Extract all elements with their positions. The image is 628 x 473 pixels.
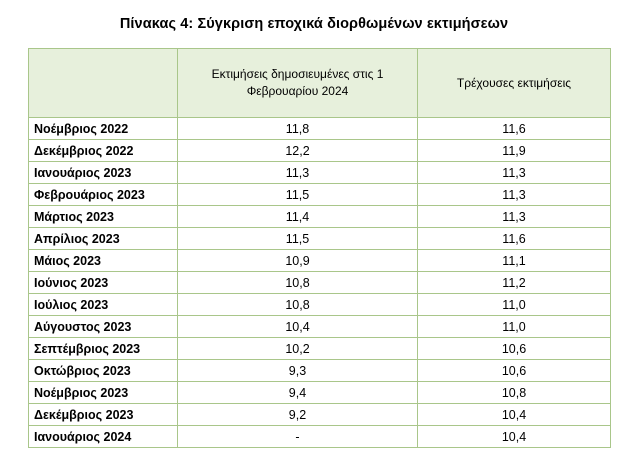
current-value-cell: 10,8 [417, 381, 611, 404]
table-row: Δεκέμβριος 2023 9,2 10,4 [28, 403, 611, 426]
current-value-cell: 11,2 [417, 271, 611, 294]
table-row: Σεπτέμβριος 2023 10,2 10,6 [28, 337, 611, 360]
month-cell: Φεβρουάριος 2023 [28, 183, 178, 206]
current-value-cell: 11,6 [417, 227, 611, 250]
month-cell: Δεκέμβριος 2023 [28, 403, 178, 426]
published-value-cell: 11,3 [177, 161, 418, 184]
month-cell: Οκτώβριος 2023 [28, 359, 178, 382]
month-cell: Μάρτιος 2023 [28, 205, 178, 228]
current-value-cell: 11,0 [417, 293, 611, 316]
table-title: Πίνακας 4: Σύγκριση εποχικά διορθωμένων … [119, 16, 509, 32]
published-value-cell: 10,9 [177, 249, 418, 272]
month-cell: Σεπτέμβριος 2023 [28, 337, 178, 360]
published-value-cell: 9,3 [177, 359, 418, 382]
current-value-cell: 11,6 [417, 117, 611, 140]
published-value-cell: 12,2 [177, 139, 418, 162]
published-value-cell: 9,4 [177, 381, 418, 404]
current-value-cell: 11,1 [417, 249, 611, 272]
table-row: Οκτώβριος 2023 9,3 10,6 [28, 359, 611, 382]
published-value-cell: 11,4 [177, 205, 418, 228]
published-value-cell: 11,5 [177, 227, 418, 250]
current-value-cell: 10,4 [417, 425, 611, 448]
table-row: Ιανουάριος 2024-10,4 [28, 425, 611, 448]
current-value-cell: 11,3 [417, 161, 611, 184]
month-cell: Ιούνιος 2023 [28, 271, 178, 294]
current-value-cell: 11,3 [417, 183, 611, 206]
published-value-cell: 11,8 [177, 117, 418, 140]
published-value-cell: 11,5 [177, 183, 418, 206]
published-value-cell: - [177, 425, 418, 448]
current-value-cell: 11,3 [417, 205, 611, 228]
table-row: Ιούνιος 2023 10,8 11,2 [28, 271, 611, 294]
table-row: Νοέμβριος 2022 11,8 11,6 [28, 117, 611, 140]
month-cell: Δεκέμβριος 2022 [28, 139, 178, 162]
month-cell: Μάιος 2023 [28, 249, 178, 272]
published-value-cell: 9,2 [177, 403, 418, 426]
current-value-cell: 10,4 [417, 403, 611, 426]
published-value-cell: 10,4 [177, 315, 418, 338]
table-row: Αύγουστος 2023 10,4 11,0 [28, 315, 611, 338]
month-cell: Αύγουστος 2023 [28, 315, 178, 338]
table-row: Απρίλιος 2023 11,5 11,6 [28, 227, 611, 250]
published-value-cell: 10,8 [177, 271, 418, 294]
table-row: Φεβρουάριος 2023 11,5 11,3 [28, 183, 611, 206]
month-cell: Νοέμβριος 2023 [28, 381, 178, 404]
table-row: Ιούλιος 2023 10,8 11,0 [28, 293, 611, 316]
published-value-cell: 10,2 [177, 337, 418, 360]
month-cell: Ιανουάριος 2024 [28, 425, 178, 448]
month-cell: Ιανουάριος 2023 [28, 161, 178, 184]
table-row: Νοέμβριος 2023 9,4 10,8 [28, 381, 611, 404]
table-row: Μάρτιος 2023 11,4 11,3 [28, 205, 611, 228]
current-value-cell: 11,9 [417, 139, 611, 162]
current-value-cell: 10,6 [417, 359, 611, 382]
month-cell: Νοέμβριος 2022 [28, 117, 178, 140]
table-header-row: Εκτιμήσεις δημοσιευμένες στις 1 Φεβρουαρ… [28, 48, 611, 118]
estimates-table: Εκτιμήσεις δημοσιευμένες στις 1 Φεβρουαρ… [28, 48, 611, 448]
month-cell: Απρίλιος 2023 [28, 227, 178, 250]
table-row: Μάιος 2023 10,9 11,1 [28, 249, 611, 272]
month-cell: Ιούλιος 2023 [28, 293, 178, 316]
table-row: Δεκέμβριος 2022 12,2 11,9 [28, 139, 611, 162]
header-month [28, 48, 178, 118]
current-value-cell: 10,6 [417, 337, 611, 360]
header-current-estimates: Τρέχουσες εκτιμήσεις [417, 48, 611, 118]
current-value-cell: 11,0 [417, 315, 611, 338]
table-row: Ιανουάριος 2023 11,3 11,3 [28, 161, 611, 184]
published-value-cell: 10,8 [177, 293, 418, 316]
header-published-estimates: Εκτιμήσεις δημοσιευμένες στις 1 Φεβρουαρ… [177, 48, 418, 118]
